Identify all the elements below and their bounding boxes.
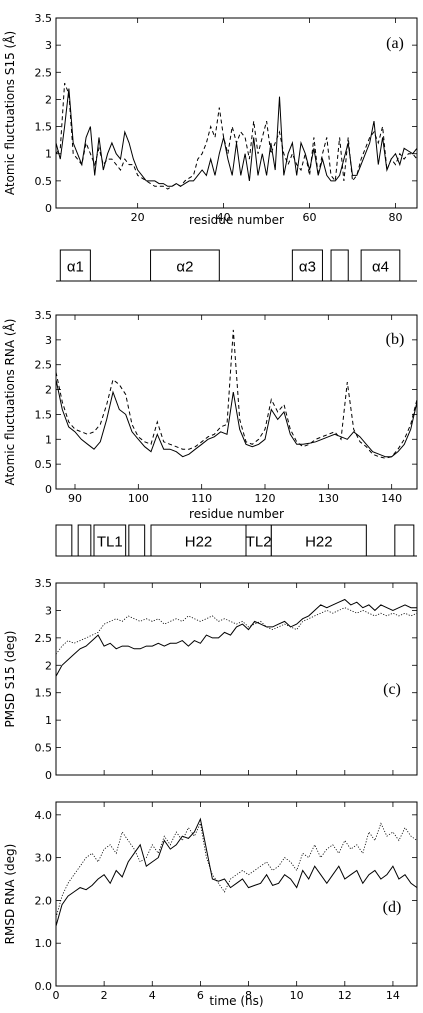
x-axis-label: residue number [189, 507, 284, 521]
x-tick-label: 2 [101, 989, 108, 1002]
structure-segment-label: α4 [372, 259, 389, 276]
y-axis-label: Atomic fluctuations S15 (Å) [2, 31, 17, 195]
panel-a-chart: 0 0.5 1 1.5 2 2.5 3 3.5 20 40 60 80 residue number At… [2, 12, 418, 227]
panel-label: (c) [383, 681, 401, 698]
x-tick-label: 0 [53, 989, 60, 1002]
structure-segment [394, 524, 415, 557]
x-tick-label: 60 [303, 211, 317, 224]
y-tick-label: 0.5 [35, 175, 53, 188]
x-tick-label: 20 [131, 211, 145, 224]
x-tick-label: 100 [128, 492, 149, 505]
x-tick-label: 4 [149, 989, 156, 1002]
structure-segment-label: H22 [305, 534, 333, 551]
x-tick-label: 10 [290, 989, 304, 1002]
y-tick-label: 2.5 [35, 632, 53, 645]
structure-segment [270, 524, 367, 557]
series-line-1 [55, 379, 418, 458]
x-tick-label: 110 [191, 492, 212, 505]
y-tick-label: 2.5 [35, 359, 53, 372]
x-tick-label: 90 [68, 492, 82, 505]
plot-frame [55, 17, 418, 209]
x-tick-label: 140 [381, 492, 402, 505]
x-tick-label: 120 [255, 492, 276, 505]
y-tick-label: 3.5 [35, 577, 53, 590]
y-tick-label: 3.5 [35, 309, 53, 322]
series-line-1 [55, 817, 418, 927]
y-tick-label: 0.0 [35, 980, 53, 993]
y-tick-label: 1 [45, 148, 52, 161]
plot-frame [55, 801, 418, 987]
secondary-structure-bar-rna: TL1 H22 TL2 H22 [55, 524, 417, 557]
x-tick-label: 6 [197, 989, 204, 1002]
x-tick-label: 12 [338, 989, 352, 1002]
x-tick-label: 80 [389, 211, 403, 224]
y-tick-label: 0.5 [35, 458, 53, 471]
x-tick-label: 8 [245, 989, 252, 1002]
series-line-2 [55, 329, 418, 459]
y-tick-label: 3 [45, 39, 52, 52]
series-line-2 [55, 607, 418, 655]
secondary-structure-bar-s15: α1 α2 α3 α4 [56, 249, 417, 282]
structure-segment-label: α2 [176, 259, 193, 276]
y-tick-label: 0.5 [35, 742, 53, 755]
plot-frame [55, 314, 418, 490]
y-tick-label: 0 [45, 202, 52, 215]
structure-segment-label: α3 [299, 259, 316, 276]
series-line-2 [55, 82, 418, 190]
panel-d-chart: 0.0 1.0 2.0 3.0 4.0 0 2 4 6 8 10 12 14 time (ns) RMSD … [3, 801, 418, 1008]
y-axis-label: PMSD S15 (deg) [3, 631, 17, 728]
y-tick-label: 2 [45, 659, 52, 672]
structure-segment-label: α1 [67, 259, 84, 276]
series-line-2 [55, 822, 418, 918]
x-axis-label: time (ns) [209, 994, 263, 1008]
structure-segment-label: H22 [185, 534, 213, 551]
y-tick-label: 3.0 [35, 852, 53, 865]
panel-b-chart: 0 0.5 1 1.5 2 2.5 3 3.5 90 100 110 120 130 140 residue… [2, 309, 418, 521]
y-tick-label: 1.5 [35, 408, 53, 421]
structure-segment [128, 524, 146, 557]
y-tick-label: 2.5 [35, 66, 53, 79]
panel-label: (b) [386, 331, 405, 348]
series-line-1 [55, 598, 417, 677]
x-tick-label: 130 [318, 492, 339, 505]
structure-segment [55, 524, 73, 557]
series-line-1 [55, 88, 418, 187]
structure-segment [360, 249, 401, 282]
y-tick-label: 0 [45, 483, 52, 496]
panel-c-chart: 0 0.5 1 1.5 2 2.5 3 3.5 PMSD S15 (deg) (c) [3, 577, 418, 782]
y-tick-label: 1.0 [35, 937, 53, 950]
structure-segment [59, 249, 91, 282]
structure-segment [150, 249, 220, 282]
structure-segment-label: TL2 [246, 534, 272, 551]
y-axis-label: Atomic fluctuations RNA (Å) [2, 319, 17, 486]
y-axis-label: RMSD RNA (deg) [3, 844, 17, 945]
panel-label: (a) [386, 35, 404, 52]
y-tick-label: 0 [45, 769, 52, 782]
y-tick-label: 2 [45, 93, 52, 106]
structure-segment [150, 524, 247, 557]
y-tick-label: 2 [45, 384, 52, 397]
structure-segment [330, 249, 349, 282]
y-tick-label: 2.0 [35, 894, 53, 907]
structure-segment [291, 249, 323, 282]
x-tick-label: 14 [386, 989, 400, 1002]
y-tick-label: 4.0 [35, 809, 53, 822]
panel-label: (d) [383, 899, 402, 916]
structure-segment-label: TL1 [97, 534, 123, 551]
x-tick-label: 40 [217, 211, 231, 224]
structure-segment [77, 524, 92, 557]
structure-segment [245, 524, 272, 557]
y-tick-label: 3 [45, 334, 52, 347]
y-tick-label: 1.5 [35, 121, 53, 134]
y-tick-label: 1 [45, 714, 52, 727]
y-tick-label: 1 [45, 433, 52, 446]
y-tick-label: 3.5 [35, 12, 53, 25]
plot-frame [55, 582, 418, 776]
y-tick-label: 3 [45, 604, 52, 617]
y-tick-label: 1.5 [35, 687, 53, 700]
x-axis-label: residue number [189, 213, 284, 227]
structure-segment [93, 524, 127, 557]
